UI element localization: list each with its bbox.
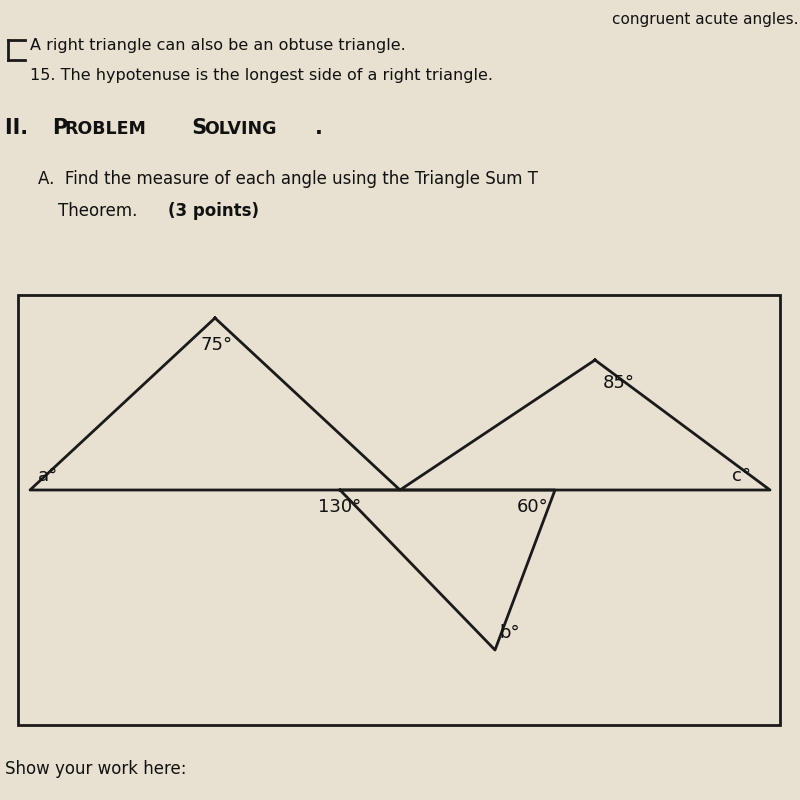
Text: OLVING: OLVING <box>204 120 277 138</box>
Text: Theorem.: Theorem. <box>58 202 142 220</box>
Bar <box>18 295 780 725</box>
Text: congruent acute angles.: congruent acute angles. <box>611 12 798 27</box>
Text: 15. The hypotenuse is the longest side of a right triangle.: 15. The hypotenuse is the longest side o… <box>30 68 493 83</box>
Text: c°: c° <box>732 467 751 485</box>
Text: A right triangle can also be an obtuse triangle.: A right triangle can also be an obtuse t… <box>30 38 406 53</box>
Text: (3 points): (3 points) <box>168 202 259 220</box>
Text: a°: a° <box>38 467 58 485</box>
Text: A.  Find the measure of each angle using the Triangle Sum T: A. Find the measure of each angle using … <box>38 170 538 188</box>
Text: S: S <box>185 118 207 138</box>
Text: 130°: 130° <box>318 498 362 516</box>
Text: II.: II. <box>5 118 35 138</box>
Text: 60°: 60° <box>517 498 549 516</box>
Text: ROBLEM: ROBLEM <box>64 120 146 138</box>
Text: .: . <box>315 118 323 138</box>
Text: 75°: 75° <box>200 336 232 354</box>
Text: 85°: 85° <box>603 374 635 392</box>
Text: P: P <box>52 118 67 138</box>
Text: Show your work here:: Show your work here: <box>5 760 186 778</box>
Text: b°: b° <box>499 624 520 642</box>
